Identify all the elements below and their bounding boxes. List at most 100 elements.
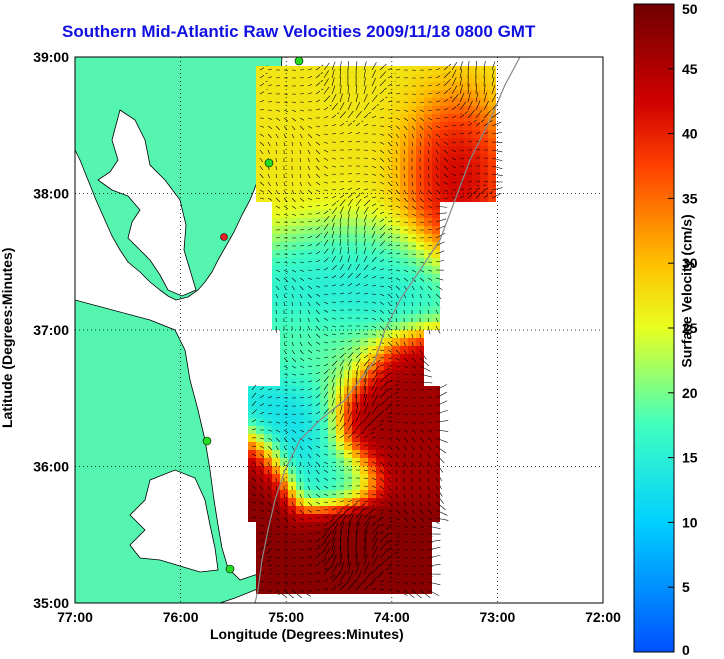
map-title: Southern Mid-Atlantic Raw Velocities 200… bbox=[62, 22, 536, 41]
velocity-arrow bbox=[443, 63, 452, 71]
velocity-arrow bbox=[419, 357, 430, 367]
velocity-arrow bbox=[363, 509, 374, 519]
velocity-arrow bbox=[371, 365, 380, 375]
velocity-arrow bbox=[331, 239, 335, 247]
velocity-arrow bbox=[379, 557, 390, 567]
station-marker bbox=[264, 158, 274, 168]
velocity-arrow bbox=[339, 247, 342, 255]
velocity-arrow bbox=[355, 264, 360, 271]
velocity-arrow bbox=[251, 392, 257, 399]
station-marker bbox=[202, 436, 212, 446]
velocity-arrow bbox=[339, 222, 342, 231]
velocity-arrow bbox=[347, 255, 351, 263]
y-tick-label: 37:00 bbox=[33, 322, 69, 338]
velocity-arrow bbox=[379, 79, 387, 87]
velocity-arrow bbox=[339, 553, 343, 567]
velocity-arrow bbox=[339, 537, 342, 551]
velocity-arrow bbox=[347, 247, 350, 255]
velocity-arrow bbox=[363, 222, 367, 231]
velocity-arrow bbox=[491, 187, 503, 191]
velocity-arrow bbox=[331, 247, 335, 255]
velocity-arrow bbox=[339, 69, 341, 79]
velocity-arrow bbox=[379, 232, 386, 239]
velocity-arrow bbox=[435, 384, 448, 391]
velocity-arrow bbox=[371, 94, 378, 103]
velocity-arrow bbox=[483, 92, 487, 103]
velocity-arrow bbox=[331, 516, 341, 527]
velocity-arrow bbox=[347, 431, 356, 439]
velocity-arrow bbox=[331, 94, 337, 103]
velocity-arrow bbox=[339, 514, 347, 527]
velocity-arrow bbox=[363, 255, 368, 263]
velocity-arrow bbox=[435, 509, 448, 516]
velocity-arrow bbox=[371, 247, 376, 255]
isobath-line bbox=[254, 57, 521, 603]
velocity-arrow bbox=[355, 110, 362, 119]
velocity-arrow bbox=[475, 109, 483, 119]
velocity-arrow bbox=[435, 437, 448, 443]
chesapeake-bay bbox=[97, 109, 197, 297]
velocity-arrow bbox=[363, 365, 369, 375]
velocity-arrow bbox=[331, 554, 337, 567]
velocity-arrow bbox=[459, 101, 467, 111]
velocity-arrow bbox=[459, 68, 463, 79]
colorbar-tick-label: 45 bbox=[682, 61, 698, 77]
velocity-arrow bbox=[371, 387, 378, 399]
velocity-arrow bbox=[331, 360, 338, 367]
velocity-arrow bbox=[363, 230, 366, 239]
velocity-arrow bbox=[363, 529, 368, 543]
velocity-arrow bbox=[323, 86, 330, 95]
velocity-arrow bbox=[347, 120, 356, 127]
velocity-arrow bbox=[491, 165, 503, 169]
velocity-arrow bbox=[355, 206, 360, 215]
velocity-arrow bbox=[363, 537, 367, 551]
velocity-arrow bbox=[371, 379, 378, 391]
velocity-arrow bbox=[371, 523, 380, 535]
velocity-arrow bbox=[331, 374, 336, 383]
velocity-arrow bbox=[443, 71, 451, 79]
velocity-arrow bbox=[355, 358, 361, 367]
velocity-arrow bbox=[427, 539, 441, 543]
velocity-arrow bbox=[339, 359, 345, 367]
velocity-arrow bbox=[371, 563, 381, 575]
velocity-arrow bbox=[435, 225, 446, 231]
velocity-arrow bbox=[331, 200, 339, 207]
velocity-arrow bbox=[331, 265, 337, 271]
x-tick-labels: 77:00 76:00 75:00 74:00 73:00 72:00 bbox=[57, 609, 621, 625]
velocity-arrow bbox=[427, 554, 441, 559]
velocity-arrow bbox=[483, 68, 485, 79]
velocity-arrow bbox=[331, 390, 335, 399]
velocity-arrow bbox=[331, 367, 337, 375]
colorbar-tick-label: 0 bbox=[682, 642, 690, 658]
velocity-arrow bbox=[323, 62, 330, 71]
velocity-arrow bbox=[315, 80, 323, 87]
velocity-arrow bbox=[467, 100, 473, 111]
velocity-arrow bbox=[339, 192, 348, 199]
velocity-arrow bbox=[379, 388, 389, 399]
velocity-arrow bbox=[371, 77, 376, 87]
velocity-arrow bbox=[451, 62, 458, 71]
velocity-arrow bbox=[427, 581, 441, 586]
velocity-arrow bbox=[315, 72, 323, 79]
velocity-arrow bbox=[491, 149, 503, 153]
velocity-arrow bbox=[427, 589, 440, 597]
velocity-arrow bbox=[491, 93, 497, 103]
velocity-arrow bbox=[339, 545, 342, 559]
velocity-arrow bbox=[315, 88, 324, 95]
velocity-arrow bbox=[331, 522, 339, 535]
velocity-arrow bbox=[355, 101, 361, 111]
colorbar-tick-label: 25 bbox=[682, 320, 698, 336]
velocity-arrow bbox=[491, 192, 502, 199]
velocity-arrow bbox=[379, 240, 386, 247]
velocity-arrow bbox=[435, 212, 447, 215]
x-tick-label: 73:00 bbox=[479, 609, 515, 625]
velocity-arrow bbox=[371, 239, 376, 247]
velocity-arrow bbox=[331, 214, 336, 223]
plot-frame bbox=[74, 56, 604, 604]
velocity-arrow bbox=[363, 421, 373, 431]
colorbar bbox=[633, 3, 675, 653]
colorbar-tick-label: 30 bbox=[682, 255, 698, 271]
velocity-arrow bbox=[379, 533, 390, 543]
velocity-arrow bbox=[339, 93, 343, 103]
velocity-arrow bbox=[435, 241, 445, 247]
